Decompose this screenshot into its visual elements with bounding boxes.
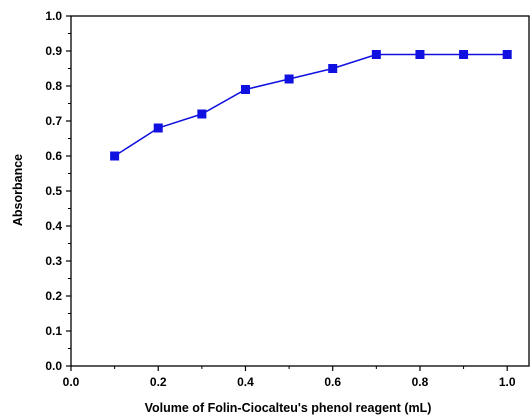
data-point — [415, 50, 425, 59]
x-tick-label: 0.4 — [237, 375, 254, 389]
data-point — [153, 123, 163, 133]
data-point — [240, 85, 250, 94]
y-tick-label: 0.8 — [45, 79, 62, 93]
y-tick-label: 0.7 — [45, 114, 62, 128]
data-point — [284, 74, 294, 84]
data-point — [197, 109, 207, 119]
y-tick-label: 0.9 — [45, 44, 62, 58]
data-point — [110, 151, 120, 161]
y-axis-ticks: 0.0 0.1 0.2 0.3 0.4 0.5 0.6 0.7 0.8 0.9 1.0 — [45, 9, 71, 373]
y-tick-label: 0.5 — [45, 184, 62, 198]
plot-frame — [70, 15, 530, 367]
data-point — [371, 50, 381, 59]
x-tick-label: 0.2 — [150, 375, 167, 389]
x-tick-label: 0.8 — [412, 375, 429, 389]
y-tick-label: 0.0 — [45, 359, 62, 373]
y-axis-title: Absorbance — [11, 154, 25, 226]
data-point — [459, 50, 469, 59]
y-tick-label: 0.2 — [45, 289, 62, 303]
x-tick-label: 1.0 — [499, 375, 516, 389]
y-tick-label: 1.0 — [45, 9, 62, 23]
y-tick-label: 0.4 — [45, 219, 62, 233]
data-point — [502, 50, 512, 59]
series-layer — [110, 50, 512, 161]
y-tick-label: 0.3 — [45, 254, 62, 268]
series-line — [114, 53, 508, 157]
data-point — [328, 64, 338, 73]
x-tick-label: 0.6 — [324, 375, 341, 389]
x-axis-title: Volume of Folin-Ciocalteu's phenol reage… — [145, 401, 432, 415]
plot-border — [70, 15, 530, 367]
y-tick-label: 0.6 — [45, 149, 62, 163]
x-tick-label: 0.0 — [63, 375, 80, 389]
y-tick-label: 0.1 — [45, 324, 62, 338]
x-axis-ticks: 0.0 0.2 0.4 0.6 0.8 1.0 — [63, 366, 516, 389]
